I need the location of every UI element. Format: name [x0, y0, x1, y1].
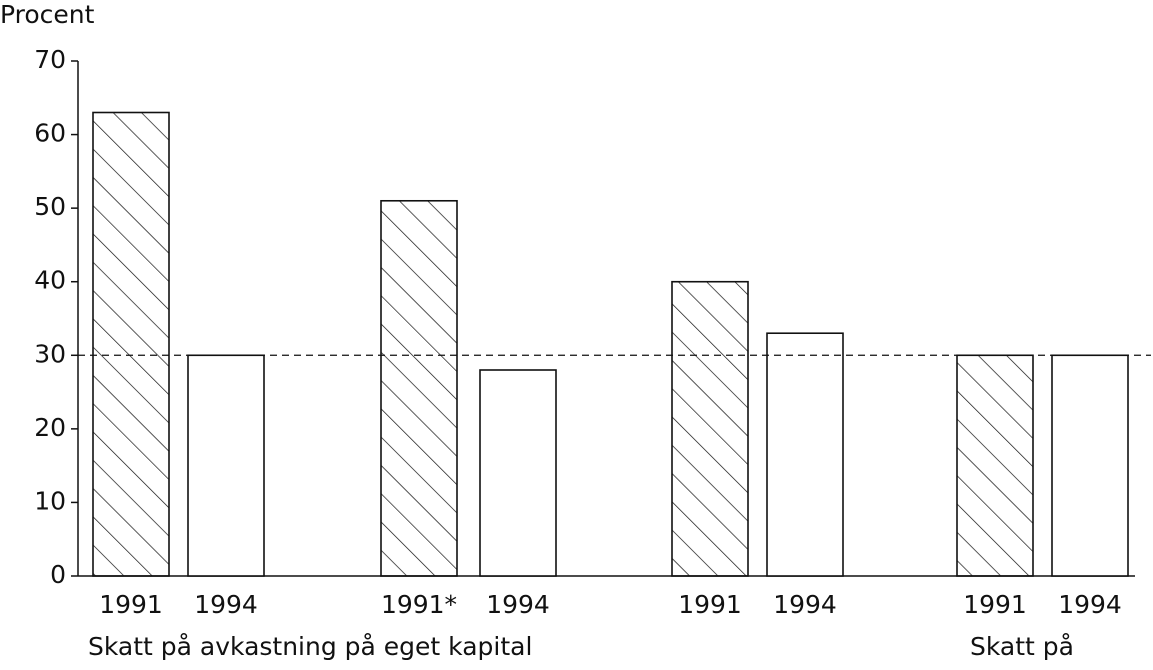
x-tick-label: 1991: [963, 590, 1027, 619]
bar: [92, 111, 170, 577]
group-label: Skatt på avkastning på eget kapital: [88, 632, 532, 661]
x-tick-label: 1994: [773, 590, 837, 619]
x-tick-label: 1994: [194, 590, 258, 619]
bar: [187, 354, 265, 577]
y-axis-label: Procent: [0, 0, 95, 29]
x-tick-label: 1991: [678, 590, 742, 619]
y-tick-label: 30: [34, 339, 66, 368]
x-tick-label: 1991*: [381, 590, 457, 619]
y-tick-label: 0: [50, 560, 66, 589]
x-tick-label: 1991: [99, 590, 163, 619]
y-tick-label: 10: [34, 486, 66, 515]
bar: [380, 199, 458, 577]
bar: [479, 369, 557, 577]
y-tick-label: 40: [34, 266, 66, 295]
y-tick-label: 20: [34, 413, 66, 442]
x-tick-label: 1994: [486, 590, 550, 619]
bar: [956, 354, 1034, 577]
group-label: Skatt på: [970, 632, 1074, 661]
bar: [1051, 354, 1129, 577]
y-tick-label: 70: [34, 45, 66, 74]
y-tick-label: 60: [34, 119, 66, 148]
bar: [671, 280, 749, 577]
y-tick-label: 50: [34, 192, 66, 221]
bar: [766, 332, 844, 577]
x-tick-label: 1994: [1058, 590, 1122, 619]
